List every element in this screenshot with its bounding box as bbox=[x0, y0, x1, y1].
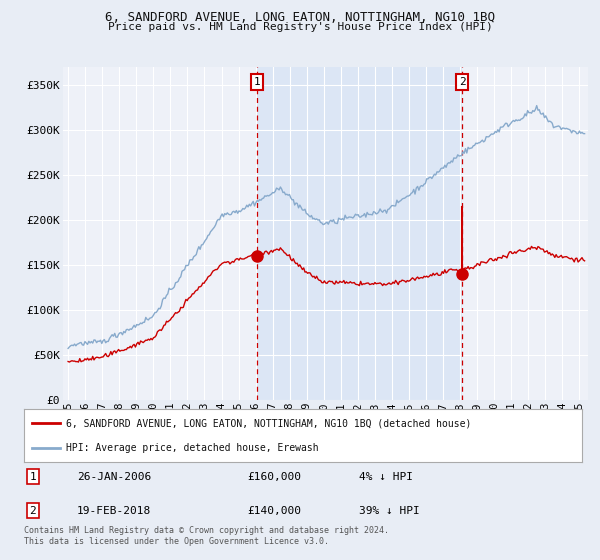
Text: 6, SANDFORD AVENUE, LONG EATON, NOTTINGHAM, NG10 1BQ: 6, SANDFORD AVENUE, LONG EATON, NOTTINGH… bbox=[105, 11, 495, 24]
Text: Contains HM Land Registry data © Crown copyright and database right 2024.
This d: Contains HM Land Registry data © Crown c… bbox=[24, 526, 389, 546]
Text: 1: 1 bbox=[253, 77, 260, 87]
Text: £160,000: £160,000 bbox=[247, 472, 301, 482]
Text: 6, SANDFORD AVENUE, LONG EATON, NOTTINGHAM, NG10 1BQ (detached house): 6, SANDFORD AVENUE, LONG EATON, NOTTINGH… bbox=[66, 418, 471, 428]
Text: £140,000: £140,000 bbox=[247, 506, 301, 516]
Text: 26-JAN-2006: 26-JAN-2006 bbox=[77, 472, 151, 482]
Text: 2: 2 bbox=[29, 506, 37, 516]
Text: 1: 1 bbox=[29, 472, 37, 482]
Text: 39% ↓ HPI: 39% ↓ HPI bbox=[359, 506, 419, 516]
Text: HPI: Average price, detached house, Erewash: HPI: Average price, detached house, Erew… bbox=[66, 442, 319, 452]
Text: 4% ↓ HPI: 4% ↓ HPI bbox=[359, 472, 413, 482]
Bar bbox=[257, 67, 462, 400]
Text: Price paid vs. HM Land Registry's House Price Index (HPI): Price paid vs. HM Land Registry's House … bbox=[107, 22, 493, 32]
Text: 19-FEB-2018: 19-FEB-2018 bbox=[77, 506, 151, 516]
Text: 2: 2 bbox=[459, 77, 466, 87]
